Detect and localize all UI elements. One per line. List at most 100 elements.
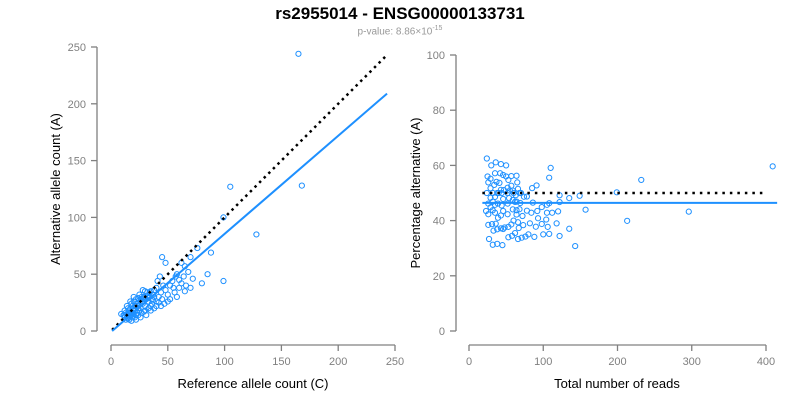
right-x-axis-label: Total number of reads — [554, 376, 680, 391]
data-point — [227, 183, 234, 190]
data-point — [156, 273, 163, 280]
data-point — [514, 179, 521, 186]
data-point — [516, 206, 523, 213]
data-point — [500, 207, 507, 215]
data-point — [538, 203, 545, 211]
data-point — [517, 189, 525, 197]
data-point — [253, 231, 260, 238]
data-point — [534, 207, 541, 215]
data-point — [171, 289, 178, 296]
data-point — [685, 208, 692, 215]
data-point — [512, 192, 519, 199]
data-point — [540, 231, 547, 238]
data-point — [189, 275, 196, 282]
data-point — [494, 226, 501, 233]
data-point — [485, 235, 493, 243]
data-point — [295, 50, 302, 57]
left-x-tick-label: 250 — [386, 356, 404, 368]
data-point — [157, 302, 165, 310]
data-point — [532, 223, 539, 230]
data-point — [497, 186, 505, 193]
data-point — [181, 288, 188, 295]
left-y-tick-label: 0 — [80, 326, 86, 338]
left-y-tick-label: 250 — [68, 42, 86, 54]
data-point — [526, 220, 533, 227]
data-point — [483, 155, 490, 162]
data-point — [576, 192, 583, 199]
data-point — [499, 242, 506, 249]
data-point — [505, 176, 512, 184]
data-point — [501, 224, 508, 231]
right-y-tick-label: 60 — [433, 160, 445, 172]
left-y-tick-label: 200 — [68, 99, 86, 111]
data-point — [491, 209, 499, 216]
left-y-axis-label: Alternative allele count (A) — [48, 113, 63, 265]
data-point — [556, 232, 563, 240]
data-point — [159, 254, 166, 261]
data-point — [513, 207, 520, 214]
p-value-text: p-value: 8.86×10 — [357, 26, 433, 38]
chart-title: rs2955014 - ENSG00000133731 — [275, 4, 525, 23]
data-point — [508, 232, 516, 239]
data-point — [204, 271, 211, 278]
left-y-tick-label: 50 — [74, 269, 86, 281]
data-point — [515, 224, 522, 232]
data-point — [543, 209, 551, 216]
data-point — [494, 240, 501, 247]
data-point — [180, 273, 187, 280]
data-point — [149, 297, 157, 304]
data-point — [514, 219, 522, 226]
data-point — [566, 225, 573, 232]
data-point — [482, 207, 490, 215]
data-point — [523, 193, 531, 200]
data-point — [143, 311, 150, 319]
data-point — [489, 241, 496, 248]
p-value-exponent: -15 — [432, 25, 443, 32]
data-point — [546, 230, 553, 237]
data-point — [135, 305, 142, 312]
left-x-axis-label: Reference allele count (C) — [177, 376, 328, 391]
data-point — [185, 268, 192, 276]
data-point — [496, 179, 503, 187]
data-point — [497, 161, 505, 168]
data-point — [518, 234, 525, 241]
data-point — [638, 176, 645, 184]
data-point — [624, 217, 631, 224]
data-point — [164, 298, 171, 305]
data-point — [534, 215, 542, 222]
data-point — [500, 195, 507, 203]
data-point — [220, 277, 227, 285]
data-point — [207, 249, 215, 256]
data-point — [544, 223, 551, 230]
data-point — [529, 185, 536, 192]
right-y-tick-label: 40 — [433, 216, 445, 228]
data-point — [127, 298, 134, 305]
data-point — [555, 208, 562, 215]
data-point — [514, 185, 522, 192]
data-point — [491, 170, 499, 177]
right-x-tick-label: 100 — [534, 356, 552, 368]
data-point — [497, 225, 505, 232]
data-point — [504, 211, 511, 218]
data-point — [509, 206, 516, 213]
percentage-scatter: 0 100 200 300 400 0 20 40 60 80 100 — [427, 50, 778, 368]
right-x-tick-label: 200 — [608, 356, 626, 368]
data-point — [151, 305, 158, 312]
data-point — [187, 284, 194, 291]
data-point — [128, 317, 135, 324]
right-y-axis-label: Percentage alternative (A) — [408, 117, 423, 268]
data-point — [487, 185, 494, 192]
data-point — [582, 206, 589, 213]
data-point — [546, 174, 553, 181]
data-point — [483, 189, 490, 197]
data-point — [187, 254, 194, 261]
left-x-tick-label: 100 — [215, 356, 233, 368]
data-point — [520, 222, 527, 229]
right-x-tick-label: 300 — [683, 356, 701, 368]
data-point — [488, 221, 496, 228]
data-point — [503, 162, 510, 169]
data-point — [538, 220, 545, 228]
data-point — [547, 164, 554, 172]
data-point — [514, 235, 522, 243]
data-point — [176, 284, 183, 291]
